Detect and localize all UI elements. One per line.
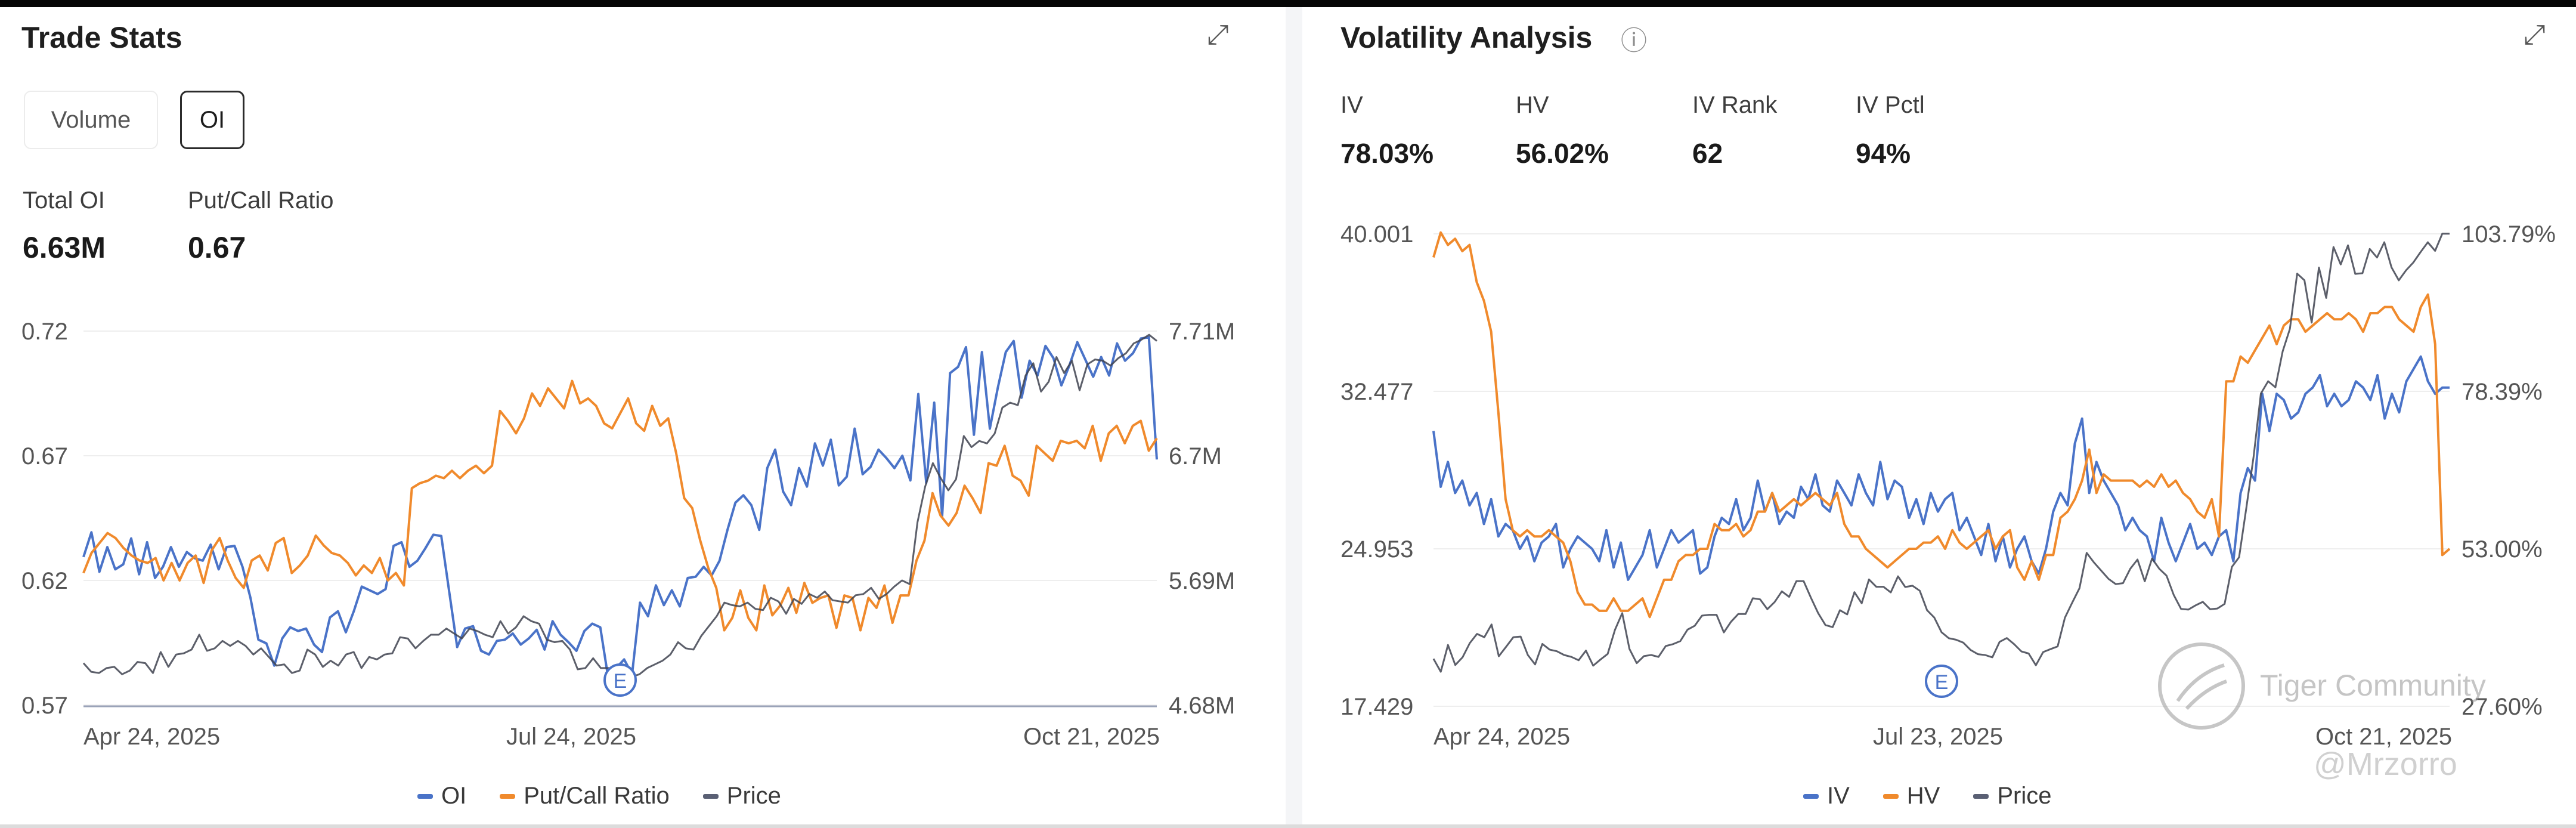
series-line-price (1432, 233, 2450, 673)
x-tick-label: Oct 21, 2025 (2315, 724, 2452, 750)
put-call-ratio-value: 0.67 (188, 231, 246, 264)
iv-pctl-label: IV Pctl (1856, 92, 1925, 118)
series-line-iv (1432, 355, 2450, 581)
y-left-tick-label: 0.62 (21, 568, 68, 594)
tiger-logo-icon (2158, 642, 2245, 730)
legend-item-oi[interactable]: OI (417, 783, 466, 810)
earnings-marker-label: E (614, 670, 627, 693)
trade-stats-legend: OI Put/Call Ratio Price (417, 783, 781, 810)
y-left-tick-label: 40.001 (1340, 221, 1413, 248)
vol-price-swatch (1973, 793, 1989, 799)
series-line-price (82, 333, 1157, 678)
y-right-tick-label: 27.60% (2462, 694, 2543, 720)
y-right-tick-label: 4.68M (1169, 693, 1235, 719)
legend-item-vol-price[interactable]: Price (1973, 783, 2052, 810)
oi-swatch (417, 793, 433, 799)
earnings-marker (1925, 665, 1958, 698)
iv-rank-label: IV Rank (1692, 92, 1778, 118)
legend-oi-label: OI (441, 783, 467, 809)
y-right-tick-label: 7.71M (1169, 319, 1235, 345)
price-swatch (702, 793, 719, 799)
y-left-tick-label: 17.429 (1340, 694, 1413, 720)
volatility-legend: IV HV Price (1803, 783, 2052, 810)
y-left-tick-label: 0.67 (21, 443, 68, 469)
y-left-tick-label: 32.477 (1340, 379, 1413, 405)
iv-value: 78.03% (1340, 138, 1434, 169)
watermark-community-text: Tiger Community (2260, 669, 2486, 702)
bottom-bar (0, 824, 2576, 828)
x-tick-label: Apr 24, 2025 (1433, 724, 1570, 750)
top-bar (0, 0, 2576, 7)
legend-item-iv[interactable]: IV (1803, 783, 1850, 810)
volatility-title: Volatility Analysis (1340, 21, 1593, 54)
x-tick-label: Oct 21, 2025 (1023, 724, 1160, 750)
y-right-tick-label: 78.39% (2462, 379, 2543, 405)
y-right-tick-label: 103.79% (2462, 221, 2556, 248)
put-call-ratio-swatch (500, 793, 516, 799)
hv-swatch (1883, 793, 1899, 799)
y-left-tick-label: 0.72 (21, 319, 68, 345)
volatility-panel: Volatility Analysis ⓘ ⤢ IV 78.03% HV 56.… (1302, 7, 2576, 824)
x-tick-label: Jul 23, 2025 (1873, 724, 2003, 750)
y-left-tick-label: 24.953 (1340, 536, 1413, 563)
panel-separator (1286, 7, 1302, 828)
y-right-tick-label: 5.69M (1169, 568, 1235, 594)
watermark-handle-text: @Mrzorro (2314, 746, 2457, 782)
total-oi-label: Total OI (23, 187, 105, 214)
iv-pctl-value: 94% (1856, 138, 1911, 169)
info-icon[interactable]: ⓘ (1621, 26, 1647, 55)
iv-rank-value: 62 (1692, 138, 1723, 169)
series-line-oi (82, 336, 1158, 679)
series-line-hv (1432, 231, 2451, 619)
x-tick-label: Jul 24, 2025 (506, 724, 636, 750)
volatility-expand-icon[interactable]: ⤢ (2524, 18, 2546, 50)
trade-stats-chart: 0.72 7.71M 0.67 6.7M 0.62 5.69M 0.57 4.68M Apr 2… (21, 319, 1235, 750)
legend-vol-price-label: Price (1997, 783, 2052, 809)
trade-stats-expand-icon[interactable]: ⤢ (1207, 18, 1229, 50)
total-oi-value: 6.63M (23, 231, 106, 264)
series-line-put-call-ratio (82, 379, 1158, 632)
legend-item-put-call-ratio[interactable]: Put/Call Ratio (500, 783, 670, 810)
trade-stats-title: Trade Stats (21, 21, 182, 54)
y-right-tick-label: 6.7M (1169, 443, 1222, 469)
put-call-ratio-label: Put/Call Ratio (188, 187, 334, 214)
oi-toggle-button[interactable]: OI (180, 91, 244, 149)
earnings-marker-label: E (1935, 671, 1949, 694)
volatility-chart: 40.001 103.79% 32.477 78.39% 24.953 53.00% 17.… (1340, 221, 2556, 750)
iv-label: IV (1340, 92, 1363, 118)
iv-swatch (1803, 793, 1819, 799)
legend-put-call-ratio-label: Put/Call Ratio (524, 783, 670, 809)
x-tick-label: Apr 24, 2025 (83, 724, 220, 750)
hv-value: 56.02% (1516, 138, 1609, 169)
earnings-marker (603, 663, 637, 697)
y-right-tick-label: 53.00% (2462, 536, 2543, 563)
legend-iv-label: IV (1827, 783, 1850, 809)
trade-stats-panel: Trade Stats ⤢ Volume OI Total OI 6.63M P… (0, 7, 1286, 824)
legend-price-label: Price (726, 783, 781, 809)
volume-toggle-button[interactable]: Volume (24, 91, 158, 149)
legend-item-price[interactable]: Price (702, 783, 781, 810)
y-left-tick-label: 0.57 (21, 693, 68, 719)
legend-hv-label: HV (1906, 783, 1940, 809)
hv-label: HV (1516, 92, 1549, 118)
legend-item-hv[interactable]: HV (1883, 783, 1940, 810)
